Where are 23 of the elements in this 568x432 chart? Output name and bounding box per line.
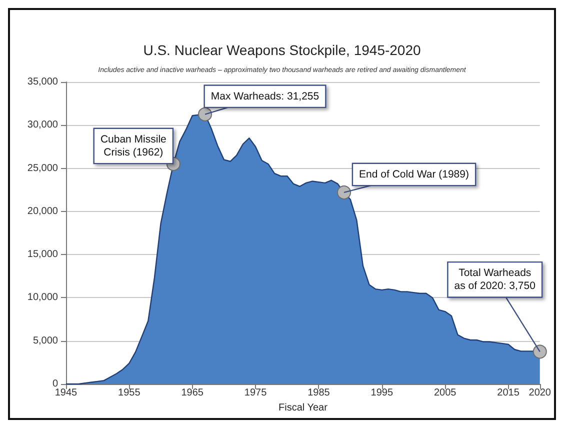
chart-title: U.S. Nuclear Weapons Stockpile, 1945-2020 — [143, 42, 421, 58]
annotation: Max Warheads: 31,255 — [210, 90, 320, 102]
x-axis-title: Fiscal Year — [278, 402, 328, 414]
annotation: End of Cold War (1989) — [359, 168, 469, 180]
x-tick-label: 1985 — [308, 388, 330, 398]
y-tick-label: 0 — [52, 378, 58, 390]
y-tick-label: 25,000 — [27, 162, 58, 174]
y-tick-label: 10,000 — [27, 292, 58, 304]
y-tick-label: 35,000 — [27, 76, 58, 88]
annotation: Cuban Missile Crisis (1962) — [100, 133, 167, 158]
x-tick-label: 1965 — [181, 388, 204, 398]
x-tick-label: 1955 — [118, 388, 141, 398]
x-tick-label: 1995 — [370, 388, 394, 398]
y-tick-label: 30,000 — [27, 120, 58, 131]
y-tick-label: 5,000 — [32, 335, 58, 346]
x-tick-label: 2005 — [434, 388, 457, 398]
x-tick-label: 2015 — [497, 388, 520, 398]
y-tick-label: 15,000 — [27, 249, 58, 260]
x-tick-label: 2020 — [528, 388, 552, 398]
y-tick-label: 20,000 — [27, 206, 58, 217]
annotation: Total Warheads as of 2020: 3,750 — [454, 267, 536, 292]
x-tick-label: 1945 — [54, 388, 78, 398]
x-tick-label: 1975 — [244, 388, 268, 398]
